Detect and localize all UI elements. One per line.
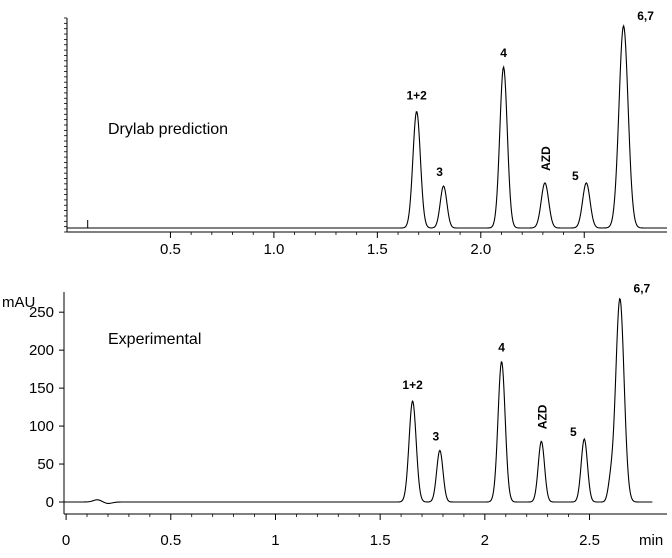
bottom-x-tick-label: 2 [481,532,489,549]
top-peak-label: 5 [572,169,579,183]
top-peak-label: 6,7 [637,9,654,23]
panel-experimental: Experimental mAU min 0 0.5 1 1.5 2 2.5 0 50 100 1… [2,282,667,549]
bottom-y-tick-label: 150 [29,380,54,397]
bottom-y-tick-label: 200 [29,342,54,359]
bottom-peak-label-azd: AZD [535,404,549,429]
bottom-x-tick-label: 1 [271,532,279,549]
bottom-trace-line [64,297,653,504]
bottom-y-tick-label: 50 [37,456,54,473]
top-peak-label: 3 [436,165,443,179]
top-x-tick-label: 0.5 [160,241,181,258]
top-x-tick-label: 2.5 [574,241,595,258]
bottom-y-tick-label: 0 [46,494,54,511]
bottom-peak-label: 1+2 [402,378,423,392]
top-peak-label: 1+2 [406,88,427,102]
bottom-x-tick-label: 1.5 [370,532,391,549]
bottom-peak-label: 4 [498,341,505,355]
x-axis-label: min [639,532,663,549]
top-trace-line [67,24,667,229]
panel-title-experimental: Experimental [108,331,201,348]
bottom-peak-label: 6,7 [634,282,651,296]
bottom-x-tick-label: 0.5 [160,532,181,549]
y-axis-label: mAU [2,294,35,311]
top-x-tick-label: 1.5 [367,241,388,258]
bottom-y-tick-label: 250 [29,304,54,321]
bottom-y-tick-label: 100 [29,418,54,435]
top-x-tick-label: 1.0 [263,241,284,258]
top-x-tick-label: 2.0 [470,241,491,258]
panel-drylab-prediction: Drylab prediction 0.5 1.0 1.5 2.0 2.5 1+2 3 4 AZ… [64,9,667,258]
panel-title-drylab: Drylab prediction [108,121,228,138]
bottom-x-tick-label: 0 [62,532,70,549]
bottom-peak-label: 3 [432,429,439,443]
bottom-peak-label: 5 [570,425,577,439]
top-peak-label-azd: AZD [539,146,553,171]
bottom-x-tick-label: 2.5 [579,532,600,549]
top-peak-label: 4 [500,46,507,60]
